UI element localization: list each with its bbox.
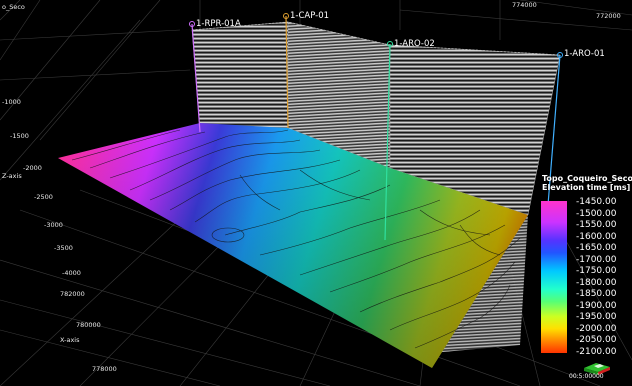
well-1-rpr-01a-trajectory xyxy=(191,23,201,133)
legend-label: -1550.00 xyxy=(576,220,617,230)
legend-label: -1800.00 xyxy=(576,277,617,288)
x-tick-778000: 778000 xyxy=(92,365,117,373)
legend-label: -1850.00 xyxy=(576,289,617,299)
legend-label: -1600.00 xyxy=(576,231,617,242)
legend-label: -1650.00 xyxy=(576,243,617,253)
well-label-1-aro-01: 1-ARO-01 xyxy=(564,49,605,59)
x-axis-label: X-axis xyxy=(60,336,80,344)
legend-label: -1700.00 xyxy=(576,254,617,265)
left-tick-3000: -3000 xyxy=(44,221,63,229)
well-label-1-aro-02: 1-ARO-02 xyxy=(394,39,435,49)
left-tick-4000: -4000 xyxy=(62,269,81,277)
top-tick-774000: 774000 xyxy=(512,1,537,9)
well-1-cap-01-trajectory xyxy=(285,15,289,129)
legend-label: -1500.00 xyxy=(576,208,617,219)
legend-label: -1900.00 xyxy=(576,300,617,311)
legend-label: -1450.00 xyxy=(576,197,617,207)
left-tick-3500: -3500 xyxy=(54,244,73,252)
top-tick-772000: 772000 xyxy=(596,12,621,20)
well-label-1-cap-01: 1-CAP-01 xyxy=(290,11,329,21)
y-axis-label: Z-axis xyxy=(2,172,22,180)
well-1-aro-01-trajectory xyxy=(547,54,561,206)
legend-colorbar xyxy=(541,201,567,353)
left-tick-1500: -1500 xyxy=(10,132,29,140)
x-tick-782000: 782000 xyxy=(60,290,85,298)
legend-label: -2100.00 xyxy=(576,346,617,357)
legend-label: -2050.00 xyxy=(576,335,617,345)
well-1-aro-02-marker xyxy=(387,41,393,47)
orientation-cube-icon[interactable] xyxy=(582,360,612,376)
orientation-label: 00:5:00000 xyxy=(569,373,604,380)
left-tick-1000: -1000 xyxy=(2,98,21,106)
well-trajectories: 1-RPR-01A 1-CAP-01 1-ARO-02 1-ARO-01 xyxy=(189,11,605,241)
x-tick-780000: 780000 xyxy=(76,321,101,329)
legend-title-surface: Topo_Coqueiro_Seco xyxy=(542,174,632,183)
well-1-cap-01-marker xyxy=(283,13,289,19)
legend-label: -1950.00 xyxy=(576,312,617,322)
well-1-aro-01-marker xyxy=(557,52,563,58)
legend-label: -2000.00 xyxy=(576,323,617,334)
axis-annotations: o_Seco 774000 772000 -1000 -1500 -2000 Z… xyxy=(2,1,621,373)
well-1-rpr-01a-marker xyxy=(189,21,195,27)
legend-title: Topo_Coqueiro_Seco Elevation time [ms] xyxy=(542,174,632,192)
left-tick-2500: -2500 xyxy=(34,193,53,201)
corner-label: o_Seco xyxy=(2,3,25,11)
well-1-aro-02-trajectory xyxy=(384,43,391,241)
legend-title-units: Elevation time [ms] xyxy=(542,183,631,192)
legend-label: -1750.00 xyxy=(576,266,617,276)
well-label-1-rpr-01a: 1-RPR-01A xyxy=(196,19,241,29)
left-tick-2000: -2000 xyxy=(23,164,42,172)
horizon-surface xyxy=(58,123,528,368)
